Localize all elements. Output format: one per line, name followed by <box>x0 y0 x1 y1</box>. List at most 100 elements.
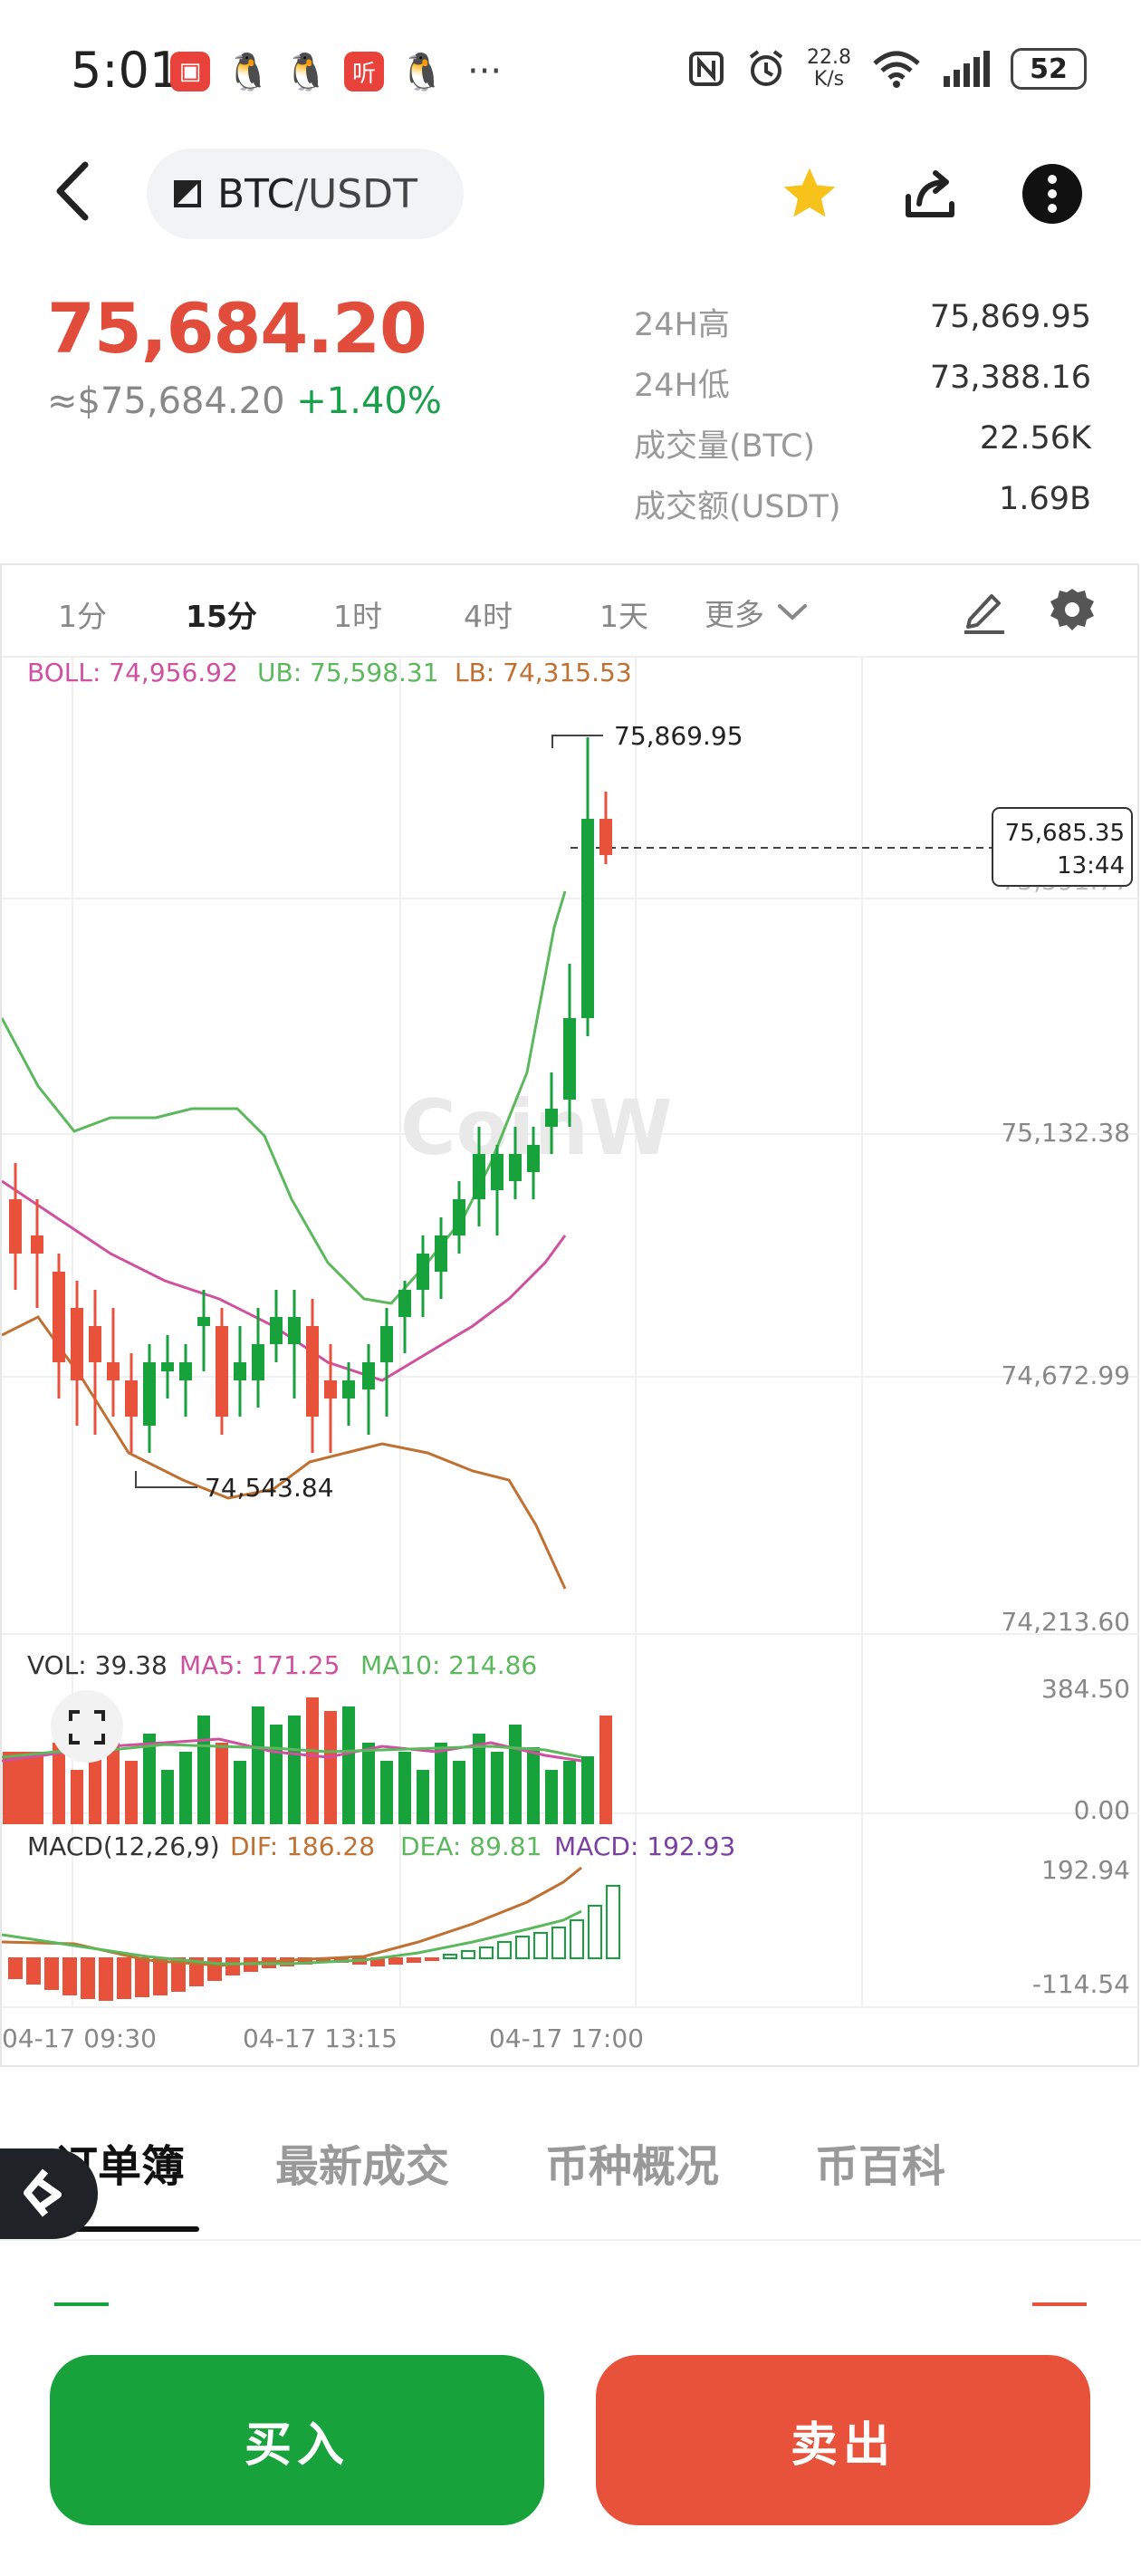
price-axis-label: 74,213.60 <box>1001 1607 1130 1637</box>
pair-label: BTC/USDT <box>217 170 417 217</box>
macd-bar <box>117 1957 131 1999</box>
candle-body <box>417 1254 429 1290</box>
candle-body <box>527 1145 540 1172</box>
candle-body <box>563 1018 576 1100</box>
candle-body <box>435 1235 447 1272</box>
tab-1d[interactable]: 1天 <box>599 599 648 634</box>
network-speed: 22.8 K/s <box>807 46 851 91</box>
volume-bar <box>380 1761 393 1824</box>
kline-panel: 1分 15分 1时 4时 1天 更多 BOLL: 74,956.92 UB: 75… <box>0 563 1139 2067</box>
macd-bar <box>388 1957 403 1965</box>
kline-chart[interactable]: BOLL: 74,956.92 UB: 75,598.31 LB: 74,315.5… <box>2 565 1139 2067</box>
swap-arrows-icon <box>24 2168 62 2217</box>
volume-bar <box>473 1734 485 1824</box>
detail-tabs: 订单簿 最新成交 币种概况 币百科 <box>0 2067 1141 2241</box>
tab-4h[interactable]: 4时 <box>464 599 513 634</box>
candle-body <box>380 1326 393 1362</box>
fullscreen-button-bg <box>51 1690 123 1763</box>
volume-bar <box>435 1743 447 1824</box>
price-change: +1.40% <box>296 380 442 422</box>
macd-bar <box>443 1954 457 1959</box>
tab-1h[interactable]: 1时 <box>333 599 382 634</box>
tab-coin-wiki[interactable]: 币百科 <box>815 2141 946 2192</box>
stat-low: 24H低 73,388.16 <box>634 360 1091 404</box>
volume-legend: MA5: 171.25 <box>179 1650 340 1680</box>
volume-bar <box>107 1743 120 1824</box>
macd-bar <box>551 1927 566 1959</box>
boll-legend: UB: 75,598.31 <box>257 658 439 687</box>
macd-bar <box>425 1957 439 1961</box>
macd-bar <box>407 1957 421 1963</box>
current-price-tag <box>992 807 1133 887</box>
macd-dea-line <box>2 1909 582 1966</box>
volume-bar <box>362 1743 375 1824</box>
buy-button[interactable]: 买入 <box>50 2355 544 2525</box>
macd-bar <box>153 1957 168 1995</box>
macd-legend: MACD: 192.93 <box>554 1831 735 1861</box>
tab-coin-overview[interactable]: 币种概况 <box>545 2141 720 2192</box>
volume-legend: MA10: 214.86 <box>360 1650 537 1680</box>
price-axis-label: 75,132.38 <box>1001 1118 1130 1148</box>
tab-15m[interactable]: 15分 <box>186 599 257 634</box>
more-options-icon[interactable] <box>1016 158 1088 230</box>
current-price-value: 75,685.35 <box>1005 820 1125 847</box>
macd-bar <box>99 1957 113 2001</box>
candle-body <box>125 1380 138 1417</box>
sell-button[interactable]: 卖出 <box>596 2355 1090 2525</box>
low-marker-line <box>135 1471 197 1488</box>
qq-icon: 🐧 <box>283 51 329 93</box>
chart-settings-icon[interactable] <box>1045 583 1099 638</box>
volume-bar <box>53 1743 65 1824</box>
ticker-stats: 24H高 75,869.95 24H低 73,388.16 成交量(BTC) 22.5… <box>634 299 1091 542</box>
share-icon[interactable] <box>895 158 967 230</box>
boll-lower-line <box>2 1315 567 1590</box>
signal-icon <box>944 51 990 87</box>
pair-selector[interactable]: BTC/USDT <box>147 149 464 239</box>
candle-body <box>31 1235 43 1254</box>
macd-bar <box>81 1957 95 1999</box>
boll-legend: LB: 74,315.53 <box>455 658 632 687</box>
ask-indicator <box>1032 2302 1087 2306</box>
favorite-star-icon[interactable] <box>773 158 846 230</box>
volume-bar <box>527 1747 540 1824</box>
candle-body <box>143 1362 156 1426</box>
volume-bar <box>71 1770 83 1824</box>
time-axis-label: 04-17 09:30 <box>2 2023 157 2053</box>
tab-latest-trades[interactable]: 最新成交 <box>275 2141 450 2192</box>
bid-indicator <box>54 2302 109 2306</box>
macd-bar <box>8 1957 23 1979</box>
candle-body <box>362 1362 375 1389</box>
macd-bar <box>62 1957 77 1995</box>
candle-body <box>234 1362 246 1380</box>
volume-bar <box>324 1711 337 1824</box>
floating-switch-button[interactable] <box>0 2148 98 2239</box>
macd-bar <box>606 1885 620 1959</box>
tab-underline <box>54 2226 199 2232</box>
stat-volume: 成交量(BTC) 22.56K <box>634 420 1091 465</box>
candle-body <box>398 1290 411 1317</box>
macd-legend: MACD(12,26,9) <box>27 1831 220 1861</box>
high-marker-label: 75,869.95 <box>614 721 743 751</box>
back-arrow-icon[interactable] <box>47 159 101 223</box>
timeframe-more[interactable]: 更多 <box>705 591 808 634</box>
macd-axis-label: -114.54 <box>1032 1969 1130 1999</box>
candle-body <box>89 1326 101 1362</box>
candle-body <box>545 1109 558 1127</box>
more-notifications-icon: ··· <box>467 51 503 92</box>
candle-body <box>288 1317 301 1344</box>
fullscreen-icon <box>69 1710 105 1745</box>
macd-bar <box>479 1946 494 1959</box>
high-marker-line <box>551 735 603 748</box>
volume-axis-label: 384.50 <box>1041 1674 1130 1704</box>
status-right: 22.8 K/s 52 <box>687 47 1087 91</box>
candle-body <box>107 1362 120 1380</box>
tab-1m[interactable]: 1分 <box>58 599 107 634</box>
volume-bar <box>179 1752 192 1824</box>
candle-body <box>491 1154 503 1190</box>
macd-dif-line <box>2 1866 582 1967</box>
draw-tool-icon[interactable] <box>957 583 1012 638</box>
volume-bar <box>453 1761 465 1824</box>
wifi-icon <box>873 51 920 88</box>
nfc-icon <box>689 52 724 86</box>
status-time: 5:01 <box>71 42 181 99</box>
